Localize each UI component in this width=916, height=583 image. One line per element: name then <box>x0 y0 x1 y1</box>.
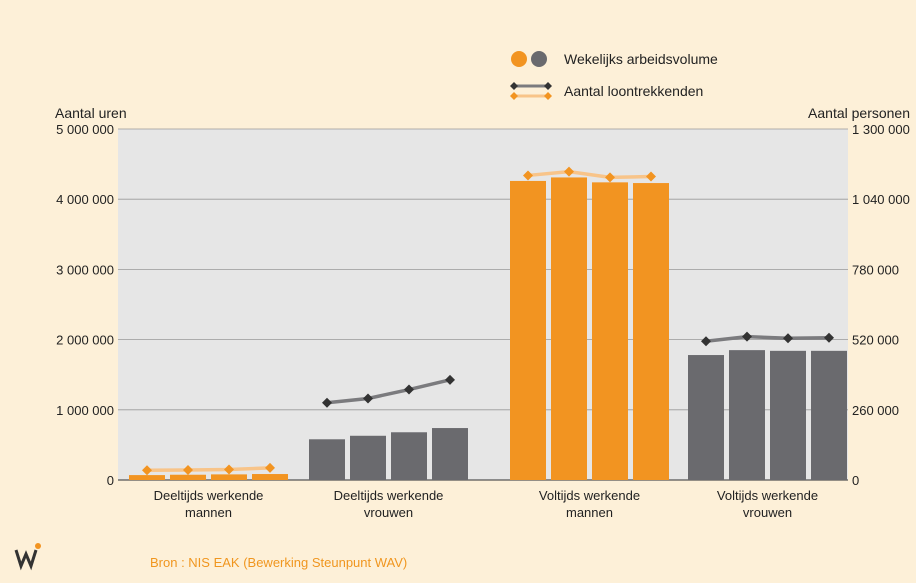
count-point <box>824 332 834 343</box>
left-axis-title: Aantal uren <box>55 105 127 121</box>
bar <box>770 350 806 480</box>
count-series-line <box>527 169 652 180</box>
right-tick-label: 0 <box>852 473 859 488</box>
right-tick-label: 260 000 <box>852 403 899 418</box>
count-point <box>605 172 615 183</box>
category-label: Voltijds werkende <box>539 488 640 503</box>
category-label: Deeltijds werkende <box>154 488 264 503</box>
right-tick-label: 1 040 000 <box>852 192 910 207</box>
legend-count: Aantal loontrekkenden <box>510 79 703 103</box>
count-point <box>142 465 152 476</box>
count-point <box>322 397 332 408</box>
bars <box>129 177 847 481</box>
left-tick-label: 0 <box>107 473 114 488</box>
bar <box>688 355 724 480</box>
left-tick-label: 2 000 000 <box>56 333 114 348</box>
left-tick-label: 4 000 000 <box>56 192 114 207</box>
legend-count-swatch <box>510 82 552 100</box>
category-label: mannen <box>566 505 613 520</box>
bar <box>211 474 247 480</box>
count-series-line <box>705 334 830 343</box>
right-axis-title: Aantal personen <box>808 105 910 121</box>
plot-area <box>118 129 848 480</box>
count-point <box>783 333 793 344</box>
count-point <box>224 464 234 475</box>
count-point <box>523 170 533 181</box>
legend-volume: Wekelijks arbeidsvolume <box>510 49 718 69</box>
count-point <box>701 336 711 347</box>
left-tick-label: 1 000 000 <box>56 403 114 418</box>
legend-volume-label: Wekelijks arbeidsvolume <box>564 51 718 67</box>
category-label: mannen <box>185 505 232 520</box>
bar <box>252 474 288 480</box>
bar <box>170 474 206 480</box>
legend-count-label: Aantal loontrekkenden <box>564 83 704 99</box>
count-point <box>564 166 574 177</box>
count-lines <box>142 166 834 476</box>
bar <box>129 475 165 480</box>
right-tick-label: 780 000 <box>852 262 899 277</box>
source-note: Bron : NIS EAK (Bewerking Steunpunt WAV) <box>150 555 408 570</box>
count-point <box>646 171 656 182</box>
category-labels: Deeltijds werkende mannen Deeltijds werken… <box>154 488 819 520</box>
left-tick-label: 5 000 000 <box>56 122 114 137</box>
count-point <box>265 462 275 473</box>
bar <box>432 428 468 480</box>
bar <box>510 180 546 480</box>
count-point <box>404 384 414 395</box>
category-label: Voltijds werkende <box>717 488 818 503</box>
count-point <box>363 393 373 404</box>
right-axis-ticks: 0 260 000 520 000 780 000 1 040 000 1 300 000 <box>852 122 910 488</box>
bar <box>309 439 345 480</box>
bar <box>551 177 587 481</box>
count-series-line <box>146 466 271 473</box>
bar <box>350 435 386 480</box>
bar <box>811 350 847 480</box>
category-label: vrouwen <box>364 505 413 520</box>
category-label: vrouwen <box>743 505 792 520</box>
legend-volume-swatch <box>511 51 547 67</box>
count-point <box>183 465 193 476</box>
left-tick-label: 3 000 000 <box>56 262 114 277</box>
steunpunt-logo-icon <box>14 543 41 571</box>
bar <box>391 432 427 480</box>
left-axis-ticks: 0 1 000 000 2 000 000 3 000 000 4 000 000 5 0… <box>56 122 114 488</box>
category-label: Deeltijds werkende <box>334 488 444 503</box>
bar <box>729 350 765 480</box>
bar <box>633 183 669 480</box>
count-series-line <box>326 378 451 405</box>
count-point <box>742 331 752 342</box>
bar <box>592 182 628 481</box>
right-tick-label: 1 300 000 <box>852 122 910 137</box>
right-tick-label: 520 000 <box>852 333 899 348</box>
count-point <box>445 374 455 385</box>
